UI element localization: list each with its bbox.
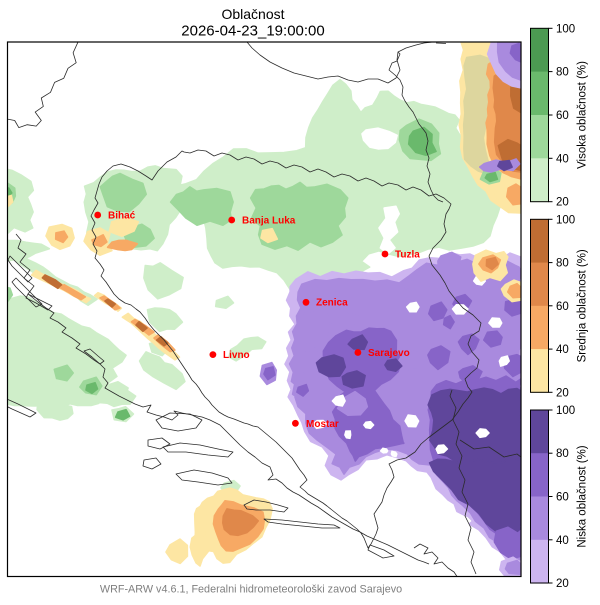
svg-text:Zenica: Zenica (316, 298, 348, 309)
svg-text:2026-04-23_19:00:00: 2026-04-23_19:00:00 (181, 23, 324, 40)
svg-text:20: 20 (556, 578, 569, 590)
svg-text:40: 40 (556, 344, 569, 356)
svg-text:100: 100 (556, 214, 575, 226)
svg-text:Tuzla: Tuzla (395, 250, 420, 261)
svg-text:20: 20 (556, 387, 569, 399)
svg-text:60: 60 (556, 110, 569, 122)
svg-text:100: 100 (556, 23, 575, 35)
svg-text:60: 60 (556, 492, 569, 504)
svg-text:Srednja oblačnost (%): Srednja oblačnost (%) (577, 249, 589, 362)
svg-text:40: 40 (556, 535, 569, 547)
svg-text:80: 80 (556, 67, 569, 79)
svg-text:Mostar: Mostar (306, 419, 339, 430)
svg-text:Sarajevo: Sarajevo (368, 348, 410, 359)
svg-text:Oblačnost: Oblačnost (221, 6, 284, 22)
svg-text:60: 60 (556, 301, 569, 313)
svg-text:40: 40 (556, 153, 569, 165)
svg-text:80: 80 (556, 258, 569, 270)
svg-text:WRF-ARW v4.6.1, Federalni hidr: WRF-ARW v4.6.1, Federalni hidrometeorolo… (100, 584, 402, 596)
svg-text:Niska oblačnost (%): Niska oblačnost (%) (577, 445, 589, 547)
svg-text:20: 20 (556, 197, 569, 209)
svg-text:100: 100 (556, 405, 575, 417)
svg-text:80: 80 (556, 448, 569, 460)
svg-text:Bihać: Bihać (108, 211, 136, 222)
svg-text:Livno: Livno (223, 350, 250, 361)
svg-text:Visoka oblačnost (%): Visoka oblačnost (%) (577, 61, 589, 169)
svg-text:Banja Luka: Banja Luka (242, 216, 296, 227)
